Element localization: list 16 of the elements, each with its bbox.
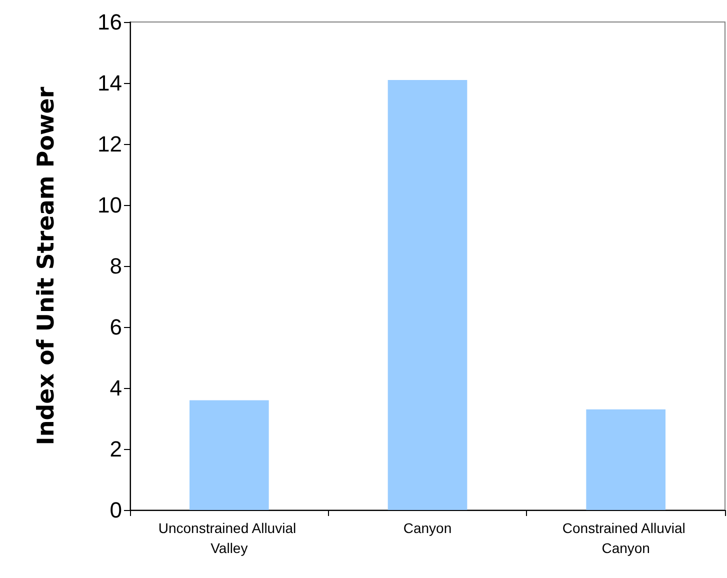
- y-tick-label: 16: [98, 10, 122, 34]
- x-tick-label: Canyon: [403, 520, 452, 536]
- bar: [388, 80, 468, 510]
- y-tick-label: 10: [98, 192, 122, 218]
- x-tick-label: Constrained Alluvial Canyon: [562, 520, 690, 556]
- y-tick-label: 0: [110, 498, 122, 522]
- y-tick-label: 6: [110, 314, 122, 340]
- x-tick-label: Unconstrained Alluvial Valley: [158, 520, 300, 556]
- y-tick-label: 12: [98, 132, 122, 156]
- y-tick-label: 4: [110, 376, 122, 400]
- y-tick-label: 8: [110, 254, 122, 278]
- y-tick-label: 2: [110, 436, 122, 462]
- bar: [190, 400, 269, 510]
- bar: [586, 409, 666, 510]
- y-tick-label: 14: [98, 70, 122, 96]
- y-axis-title: Index of Unit Stream Power: [34, 86, 60, 446]
